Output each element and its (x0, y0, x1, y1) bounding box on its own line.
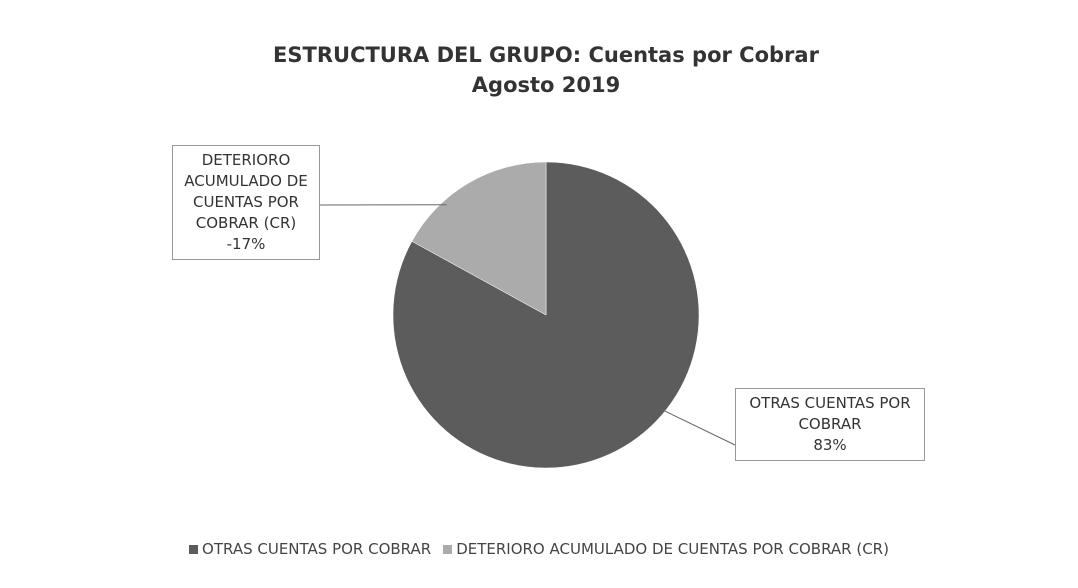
pie-slice (411, 161, 547, 316)
callout-category: OTRAS CUENTAS POR COBRAR (749, 394, 911, 433)
legend-item: DETERIORO ACUMULADO DE CUENTAS POR COBRA… (443, 540, 889, 558)
legend-label: DETERIORO ACUMULADO DE CUENTAS POR COBRA… (456, 540, 889, 558)
leaders (319, 204, 736, 446)
pie (392, 161, 700, 469)
chart-title: ESTRUCTURA DEL GRUPO: Cuentas por Cobrar (273, 43, 820, 67)
legend-swatch (443, 545, 453, 554)
callout: DETERIORO ACUMULADO DE CUENTAS POR COBRA… (172, 145, 320, 260)
legend-swatch (189, 545, 199, 554)
callout: OTRAS CUENTAS POR COBRAR 83% (735, 388, 925, 461)
legend: OTRAS CUENTAS POR COBRAR DETERIORO ACUMUL… (0, 540, 1078, 558)
callout-value: -17% (226, 235, 266, 253)
callout-value: 83% (813, 436, 847, 454)
legend-label: OTRAS CUENTAS POR COBRAR (202, 540, 432, 558)
chart-subtitle: Agosto 2019 (472, 73, 620, 97)
leader-line (660, 408, 736, 446)
callout-category: DETERIORO ACUMULADO DE CUENTAS POR COBRA… (184, 151, 308, 232)
legend-item: OTRAS CUENTAS POR COBRAR (189, 540, 431, 558)
